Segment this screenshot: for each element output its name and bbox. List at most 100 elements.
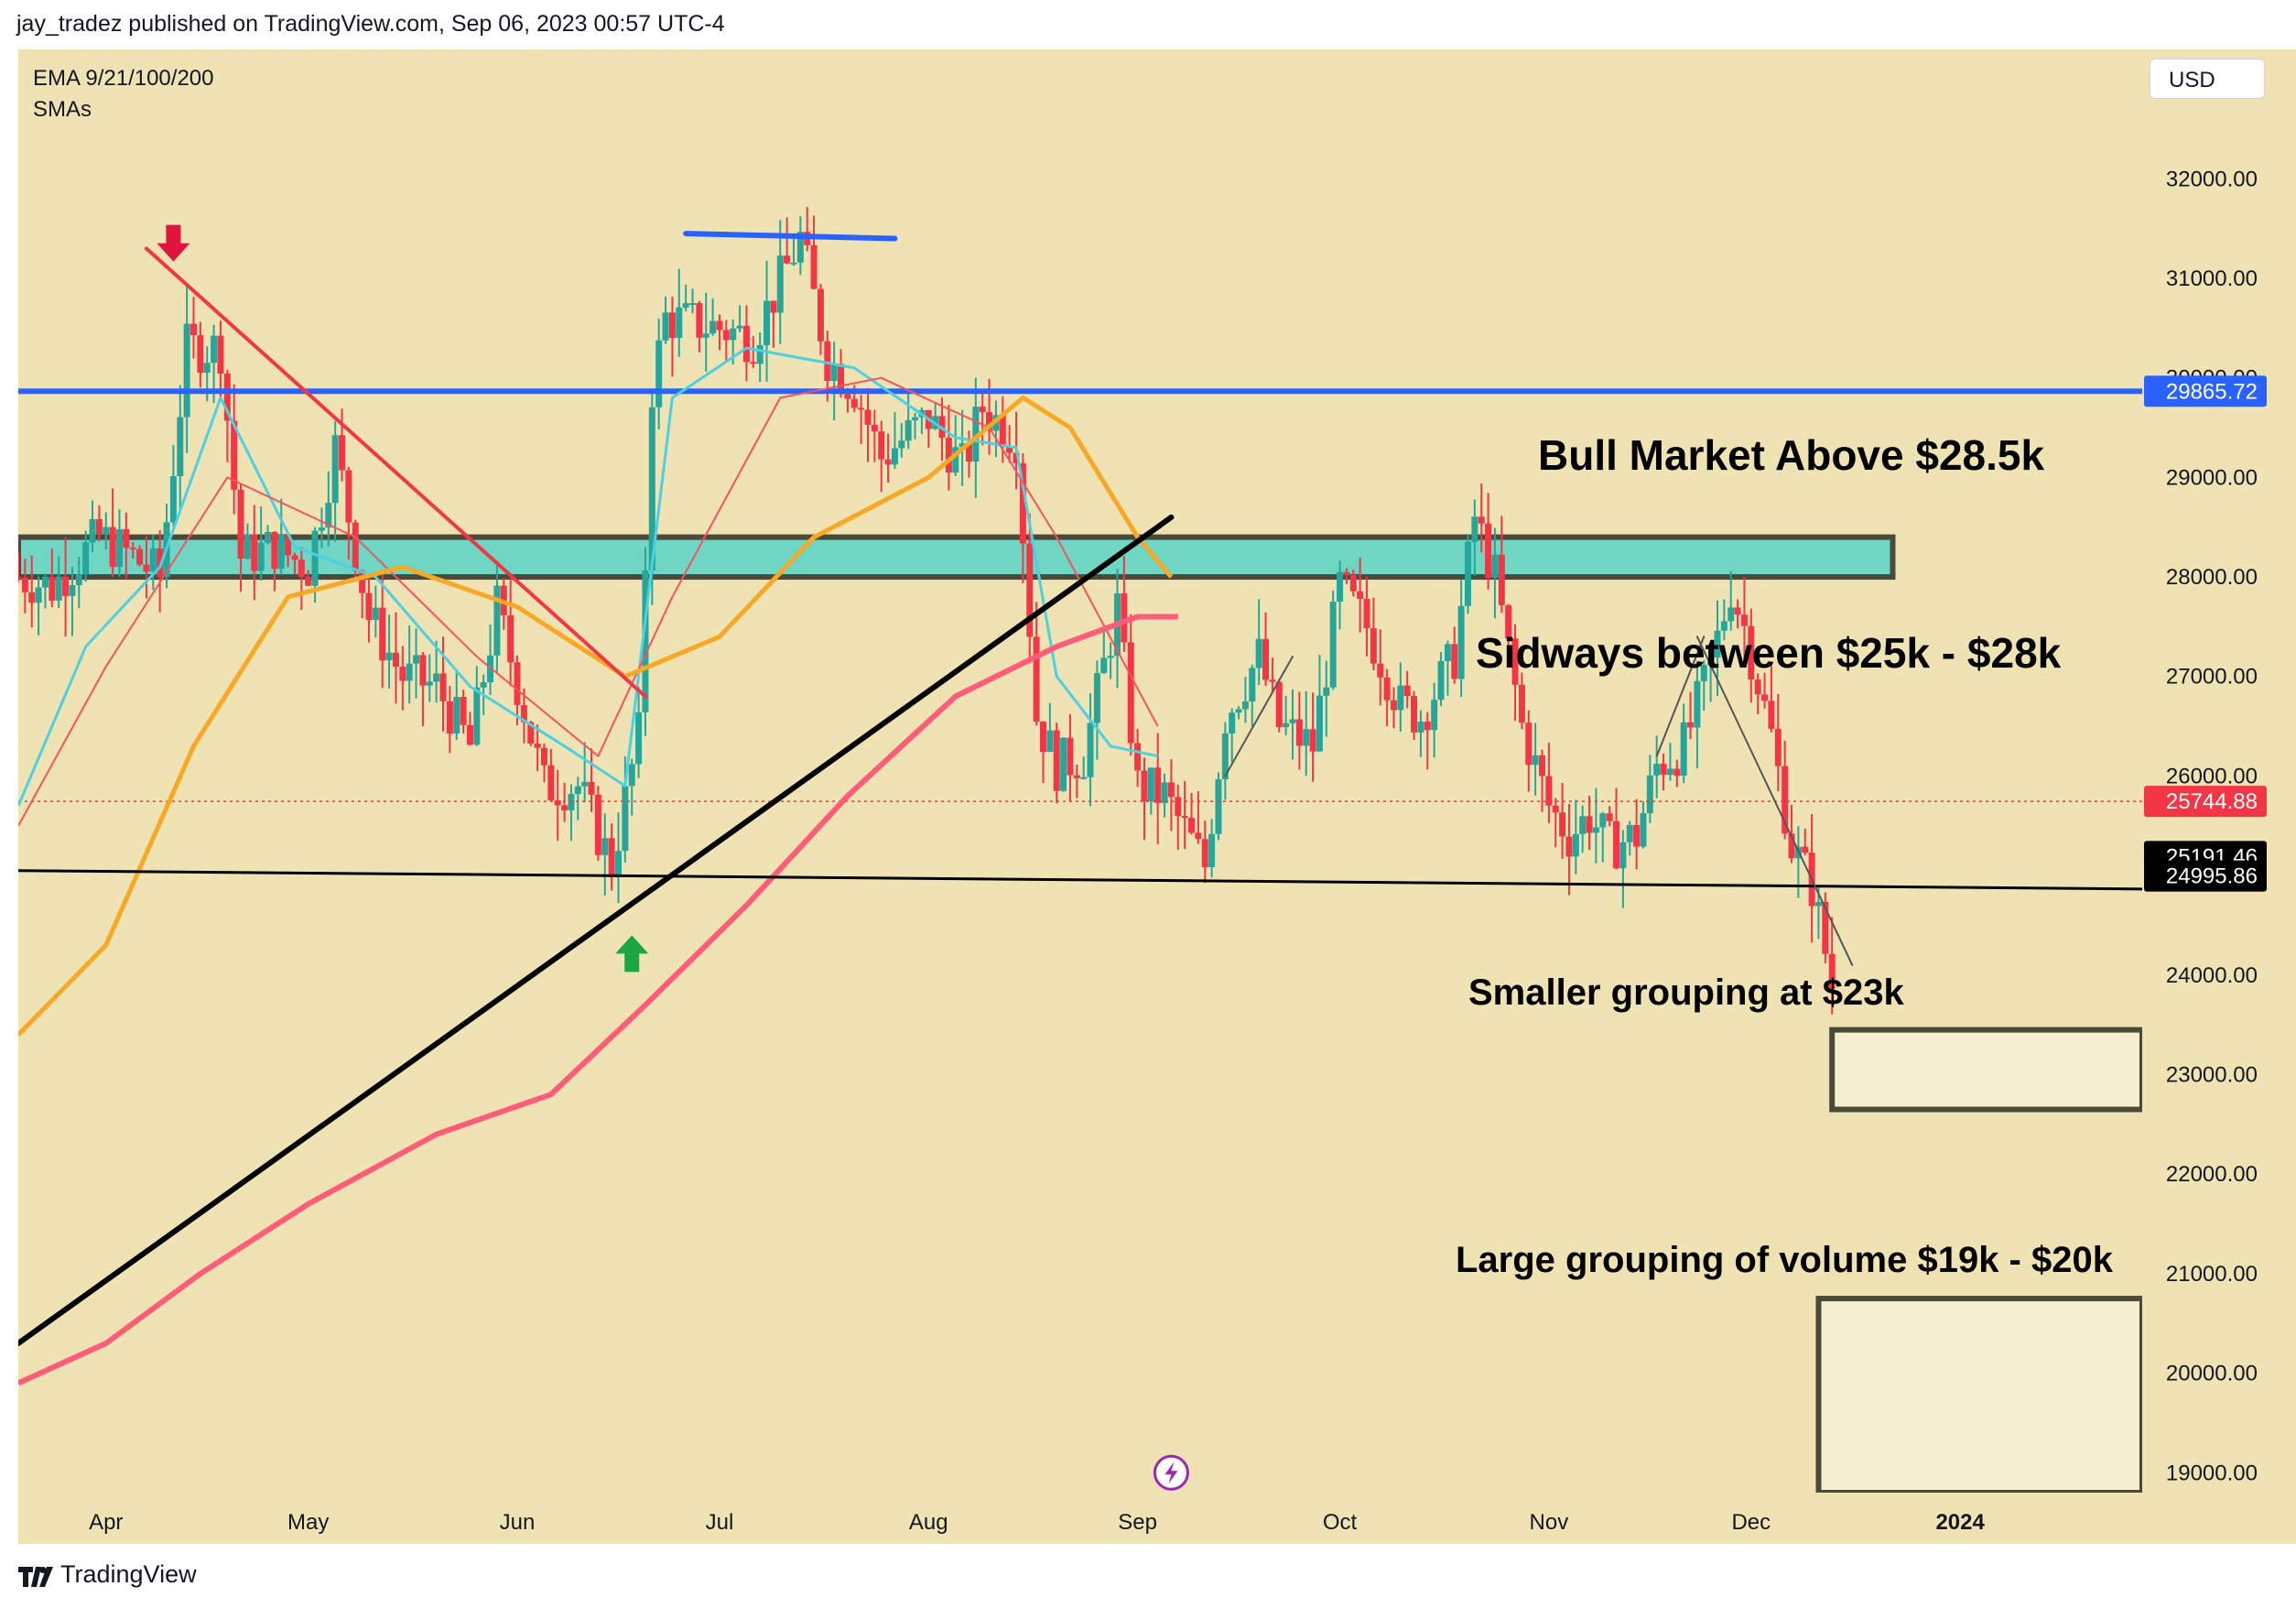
candle-body bbox=[103, 527, 110, 535]
candle bbox=[55, 556, 62, 608]
candle-body bbox=[796, 232, 804, 263]
candle-body bbox=[439, 673, 447, 701]
candle-body bbox=[89, 518, 96, 543]
candle bbox=[1026, 513, 1034, 664]
candle-body bbox=[730, 328, 737, 341]
green-up-arrow-icon bbox=[615, 935, 649, 972]
candle bbox=[318, 507, 325, 549]
candle-body bbox=[1167, 782, 1175, 798]
candle-body bbox=[702, 333, 709, 338]
candle bbox=[325, 471, 332, 547]
candle-body bbox=[750, 362, 757, 364]
candle bbox=[520, 688, 527, 744]
candle-body bbox=[1437, 660, 1445, 701]
candle bbox=[265, 525, 272, 545]
candle-body bbox=[1613, 820, 1620, 869]
currency-button[interactable]: USD bbox=[2150, 59, 2265, 99]
candle-body bbox=[1175, 797, 1182, 817]
candle bbox=[1539, 749, 1546, 812]
candle-body bbox=[614, 851, 622, 877]
y-tick-label: 26000.00 bbox=[2166, 764, 2258, 788]
candle bbox=[1633, 799, 1641, 870]
candle-body bbox=[1444, 644, 1451, 661]
candle-body bbox=[568, 794, 575, 810]
candle-body bbox=[123, 528, 130, 549]
candle bbox=[392, 612, 399, 704]
candle bbox=[1748, 608, 1755, 702]
candle-body bbox=[1046, 730, 1054, 753]
candle-body bbox=[709, 321, 717, 334]
candle bbox=[62, 537, 70, 637]
candle-body bbox=[149, 548, 157, 572]
candle-body bbox=[662, 312, 669, 341]
candle bbox=[109, 488, 116, 577]
candle bbox=[1720, 599, 1727, 640]
candle-body bbox=[1383, 677, 1391, 701]
candle-body bbox=[1687, 722, 1695, 728]
candle bbox=[898, 423, 905, 458]
candle bbox=[742, 305, 750, 382]
y-tick-label: 20000.00 bbox=[2166, 1362, 2258, 1386]
candle-body bbox=[1680, 722, 1687, 777]
candle-body bbox=[581, 781, 589, 787]
candle bbox=[871, 409, 878, 462]
candle bbox=[331, 420, 339, 542]
candle-body bbox=[1403, 685, 1411, 697]
candle-body bbox=[385, 652, 393, 661]
candle-body bbox=[594, 794, 601, 855]
candle bbox=[1363, 576, 1370, 657]
candle bbox=[1067, 713, 1074, 801]
candle-body bbox=[561, 805, 569, 810]
candle-body bbox=[95, 518, 103, 535]
candle bbox=[1201, 820, 1208, 884]
candle bbox=[1235, 706, 1242, 720]
candle-body bbox=[1539, 755, 1546, 777]
ema-indicator-legend[interactable]: EMA 9/21/100/200 bbox=[33, 66, 214, 91]
candle-body bbox=[1761, 694, 1769, 701]
candle bbox=[460, 690, 467, 733]
candle bbox=[1694, 660, 1701, 769]
candle-body bbox=[1734, 607, 1741, 615]
candle bbox=[1161, 773, 1168, 818]
candle bbox=[1761, 672, 1769, 709]
candle-body bbox=[169, 475, 177, 523]
x-axis: Apr May Jun Jul Aug Sep Oct Nov Dec 2024 bbox=[89, 1510, 1985, 1535]
candle-body bbox=[1006, 446, 1013, 453]
candle bbox=[1053, 723, 1060, 804]
y-tick-label: 27000.00 bbox=[2166, 665, 2258, 690]
candle-body bbox=[453, 697, 460, 734]
sma-indicator-legend[interactable]: SMAs bbox=[33, 97, 92, 122]
horizontal-support-trendline bbox=[18, 869, 2142, 891]
candle bbox=[716, 314, 723, 351]
candle-body bbox=[257, 542, 265, 571]
candle-body bbox=[231, 420, 238, 490]
price-label-bg bbox=[2144, 860, 2267, 892]
candle bbox=[1491, 527, 1499, 619]
candle bbox=[547, 748, 555, 802]
candle bbox=[776, 220, 784, 344]
candle bbox=[157, 529, 164, 613]
candle-body bbox=[1572, 833, 1579, 857]
candle-body bbox=[1060, 737, 1067, 791]
candle bbox=[277, 498, 285, 575]
candle bbox=[830, 342, 838, 421]
candle-body bbox=[830, 364, 838, 381]
candle bbox=[237, 483, 244, 592]
candle bbox=[1687, 691, 1695, 739]
candle bbox=[1323, 660, 1330, 737]
candle-body bbox=[972, 407, 980, 462]
candle bbox=[1215, 772, 1222, 841]
ema-100-line bbox=[18, 395, 1174, 1037]
candle bbox=[35, 575, 42, 636]
x-tick-label: Aug bbox=[909, 1510, 948, 1535]
candle bbox=[1802, 829, 1809, 856]
candle bbox=[1828, 917, 1836, 1015]
candle-body bbox=[1343, 571, 1350, 576]
candle bbox=[406, 625, 413, 704]
candle-body bbox=[1666, 768, 1673, 776]
candle bbox=[568, 784, 575, 842]
candle bbox=[1518, 672, 1525, 730]
candle-body bbox=[1087, 723, 1094, 777]
candle-body bbox=[574, 786, 581, 795]
